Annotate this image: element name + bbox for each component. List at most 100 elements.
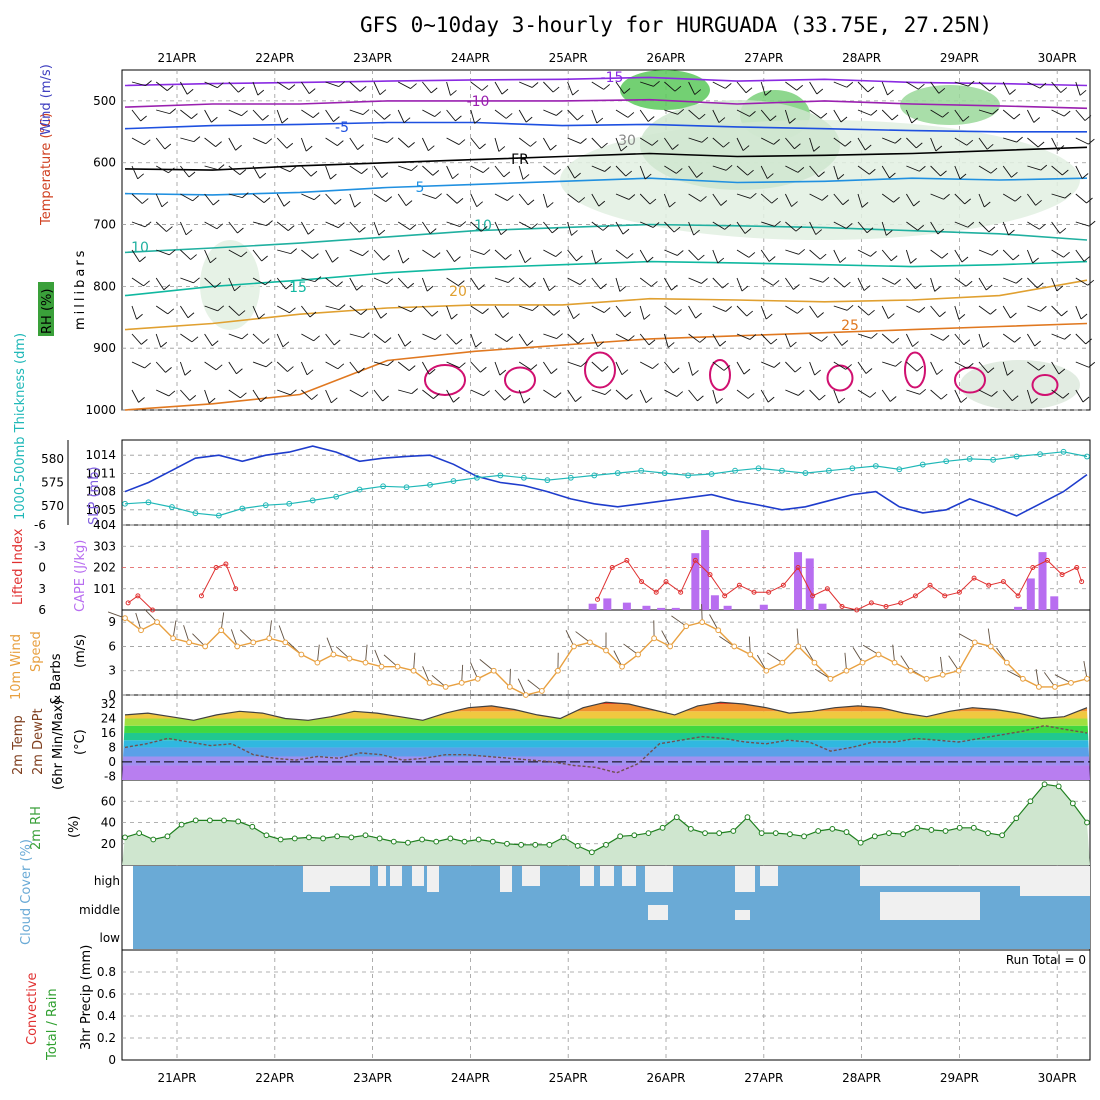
wind-barb <box>1026 109 1035 123</box>
wind-barb <box>301 221 309 235</box>
wind-barb-flag <box>722 282 729 289</box>
surface-wind-barb <box>413 652 416 671</box>
wind-barb-flag <box>912 341 919 347</box>
wind-barb-flag <box>966 139 974 146</box>
lifted-index-point <box>135 593 141 599</box>
wind-barb-flag <box>1011 395 1019 402</box>
wind-speed-point <box>362 659 369 666</box>
wind-barb <box>1075 249 1085 262</box>
wind-barb-flag <box>238 86 245 93</box>
wind-barb-flag <box>434 334 442 341</box>
lifted-index-point <box>824 586 830 592</box>
surface-wind-barb <box>1043 672 1056 688</box>
wind-barb-flag <box>333 339 341 346</box>
wind-barb-flag <box>480 226 488 232</box>
rh-area <box>122 784 1090 865</box>
wind-barb <box>373 305 382 319</box>
wind-barb <box>1075 165 1083 179</box>
wind-barb-flag <box>819 394 826 401</box>
wind-barb-flag <box>796 84 804 91</box>
x-tick-label-top: 25APR <box>549 51 588 65</box>
wind-barb <box>1027 137 1039 148</box>
wind-barb-flag <box>773 362 781 368</box>
wind-barb-flag <box>431 310 439 317</box>
wind-barb-flag <box>701 278 708 284</box>
panel-frame-1 <box>121 439 1091 526</box>
rh-point <box>914 824 921 831</box>
wind-barb-flag <box>916 142 923 149</box>
wind-barb <box>301 81 310 94</box>
wind-barb <box>1002 193 1016 202</box>
wind-barb <box>954 221 968 228</box>
wind-barb-flag <box>264 279 272 286</box>
wind-barb <box>494 221 502 235</box>
wind-barb-flag <box>601 142 608 149</box>
wind-barb-flag <box>986 143 994 150</box>
wind-barb-flag <box>894 279 901 285</box>
wind-barb-flag <box>840 116 848 123</box>
isotherm-line <box>124 322 1088 411</box>
wind-barb-flag <box>1037 282 1044 289</box>
wind-barb-flag <box>265 361 273 368</box>
y-axis-label-cloud: Cloud Cover (%) <box>19 839 34 945</box>
rh-point <box>475 836 482 843</box>
wind-barb-flag <box>483 390 490 397</box>
surface-wind-barb <box>701 604 703 623</box>
wind-barb-flag <box>555 251 563 257</box>
wind-speed-point <box>138 627 144 634</box>
rh-legend-swatch <box>38 282 54 336</box>
wind-barb <box>954 305 960 320</box>
cape-bar <box>1050 596 1059 610</box>
surface-wind-barb <box>814 668 831 680</box>
wind-barb <box>760 165 768 179</box>
wind-barb <box>1003 277 1017 284</box>
wind-barb-flag <box>598 200 606 207</box>
wind-barb <box>688 109 700 120</box>
x-tick-label-top: 27APR <box>744 51 783 65</box>
wind-barb <box>712 221 725 230</box>
wind-barb <box>954 389 962 403</box>
thickness-point <box>872 463 879 469</box>
wind-barb <box>906 137 917 149</box>
lifted-index-point <box>780 582 786 588</box>
wind-barb <box>591 137 602 149</box>
wind-barb <box>978 389 992 397</box>
lifted-index-point <box>1079 579 1085 585</box>
wind-barb-flag <box>895 360 902 367</box>
wind-barb-flag <box>385 196 393 202</box>
wind-barb <box>204 81 218 89</box>
wind-barb-flag <box>474 118 481 124</box>
temp-color-band <box>122 747 1090 757</box>
wind-barb <box>930 193 944 200</box>
y-tick-label-temp: 16 <box>101 726 116 740</box>
wind-barb-flag <box>332 256 339 263</box>
cape-bar <box>691 553 700 610</box>
surface-wind-barb <box>268 620 272 639</box>
wind-barb <box>446 165 453 179</box>
wind-barb-flag <box>1039 223 1046 230</box>
wind-barb <box>712 305 726 312</box>
wind-barb-flag <box>504 394 511 401</box>
wind-barb <box>688 81 696 95</box>
wind-barb <box>857 389 871 398</box>
wind-barb <box>905 333 913 347</box>
wind-barb-flag <box>262 114 269 121</box>
wind-speed-point <box>170 635 177 642</box>
wind-barb <box>1051 333 1065 340</box>
y-axis-label-convective: Convective <box>25 972 40 1045</box>
wind-barb <box>421 277 428 292</box>
wind-barb-flag <box>701 136 709 143</box>
x-tick-label-top: 29APR <box>940 51 979 65</box>
rh-point <box>942 828 949 834</box>
temp-color-band <box>122 711 1090 719</box>
wind-speed-point <box>1052 684 1058 690</box>
wind-barb <box>857 277 865 291</box>
thickness-point <box>779 467 785 474</box>
wind-barb-flag <box>964 198 971 205</box>
wind-speed-point <box>442 684 449 690</box>
wind-barb <box>978 305 991 315</box>
wind-barb <box>1027 333 1035 347</box>
rh-point <box>659 824 666 831</box>
wind-barb-flag <box>796 308 804 314</box>
wind-barb <box>809 137 815 152</box>
